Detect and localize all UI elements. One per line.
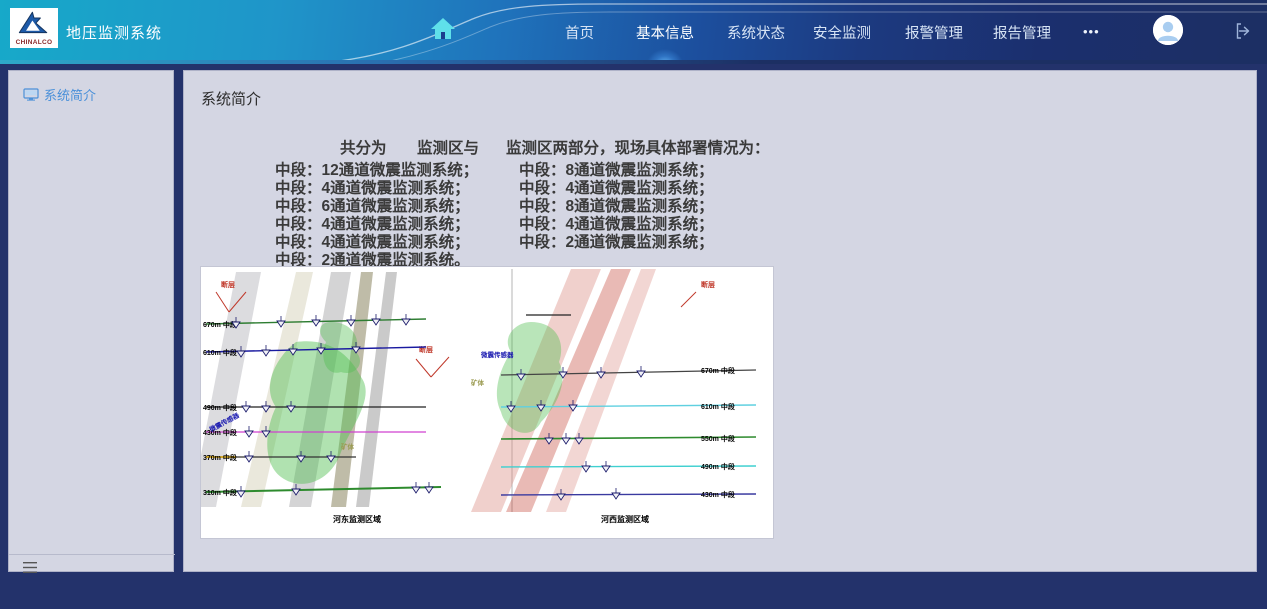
svg-text:490m 中段: 490m 中段	[203, 403, 237, 412]
svg-text:河西监测区域: 河西监测区域	[601, 514, 649, 524]
svg-text:670m 中段: 670m 中段	[203, 320, 237, 329]
svg-text:河东监测区域: 河东监测区域	[333, 514, 381, 524]
svg-text:断层: 断层	[419, 345, 433, 354]
svg-text:矿体: 矿体	[341, 442, 355, 451]
svg-text:550m 中段: 550m 中段	[701, 434, 735, 443]
svg-text:310m 中段: 310m 中段	[203, 488, 237, 497]
svg-text:矿体: 矿体	[471, 378, 485, 387]
svg-text:610m 中段: 610m 中段	[701, 402, 735, 411]
svg-text:断层: 断层	[221, 280, 235, 289]
svg-text:断层: 断层	[701, 280, 715, 289]
svg-text:610m 中段: 610m 中段	[203, 348, 237, 357]
svg-text:670m 中段: 670m 中段	[701, 366, 735, 375]
svg-text:370m 中段: 370m 中段	[203, 453, 237, 462]
svg-text:430m 中段: 430m 中段	[701, 490, 735, 499]
svg-text:490m 中段: 490m 中段	[701, 462, 735, 471]
svg-text:微震传感器: 微震传感器	[480, 350, 514, 359]
